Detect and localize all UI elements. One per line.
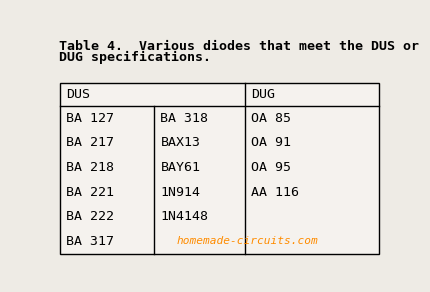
Text: OA 95: OA 95: [251, 161, 291, 174]
Text: DUS: DUS: [66, 88, 90, 101]
Text: OA 91: OA 91: [251, 136, 291, 149]
Text: BAX13: BAX13: [160, 136, 200, 149]
Text: BA 218: BA 218: [66, 161, 114, 174]
Text: 1N914: 1N914: [160, 186, 200, 199]
Text: BA 217: BA 217: [66, 136, 114, 149]
Text: homemade-circuits.com: homemade-circuits.com: [177, 237, 318, 246]
Text: BA 317: BA 317: [66, 235, 114, 248]
Text: BA 222: BA 222: [66, 210, 114, 223]
Text: OA 85: OA 85: [251, 112, 291, 125]
Text: BAY61: BAY61: [160, 161, 200, 174]
Text: AA 116: AA 116: [251, 186, 299, 199]
Text: DUG: DUG: [251, 88, 275, 101]
Text: BA 127: BA 127: [66, 112, 114, 125]
Text: Table 4.  Various diodes that meet the DUS or: Table 4. Various diodes that meet the DU…: [58, 40, 418, 53]
Text: 1N4148: 1N4148: [160, 210, 208, 223]
Text: BA 318: BA 318: [160, 112, 208, 125]
Bar: [60, 83, 378, 254]
Text: BA 221: BA 221: [66, 186, 114, 199]
Text: DUG specifications.: DUG specifications.: [58, 51, 210, 64]
